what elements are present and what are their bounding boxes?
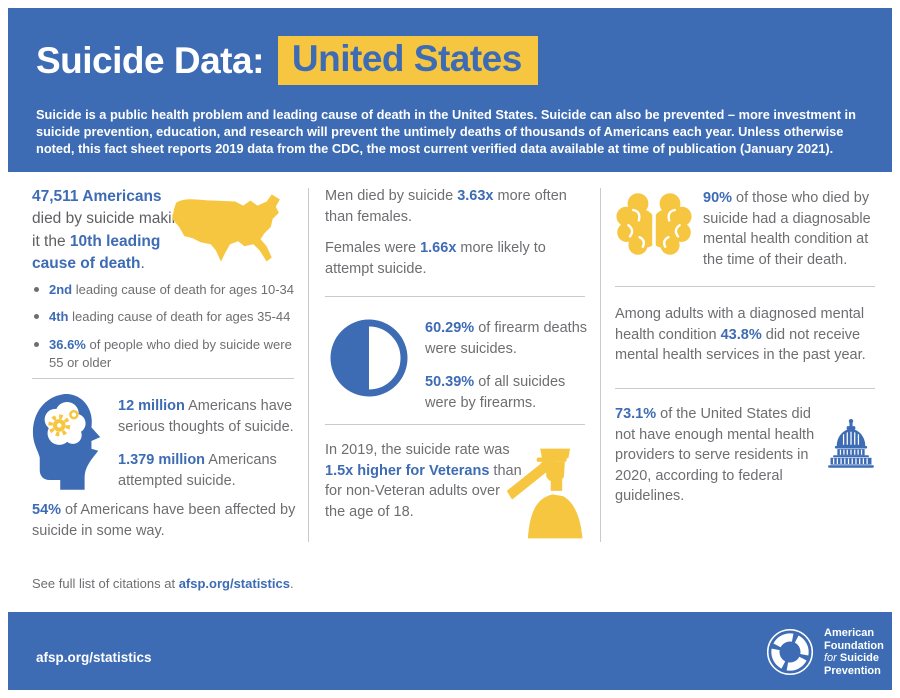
age-bullet-list: 2nd leading cause of death for ages 10-3…: [32, 281, 304, 382]
stat-serious-thoughts: 12 million Americans have serious though…: [118, 398, 294, 435]
stat-affected: 54% of Americans have been affected by s…: [32, 502, 296, 539]
bullet-dot-icon: [34, 341, 39, 347]
stat-female-attempts: Females were 1.66x more likely to attemp…: [325, 240, 546, 277]
intro-paragraph: Suicide is a public health problem and l…: [36, 107, 856, 156]
column-divider-left: [308, 188, 309, 542]
stat-suicides-by-firearm: 50.39% of all suicides were by firearms.: [425, 374, 566, 411]
citation-line: See full list of citations at afsp.org/s…: [32, 576, 294, 591]
us-capitol-icon: [828, 419, 874, 468]
list-item: 36.6% of people who died by suicide were…: [32, 336, 304, 373]
section-divider: [32, 378, 294, 379]
list-item: 4th leading cause of death for ages 35-4…: [32, 308, 304, 326]
afsp-logo: American Foundation for Suicide Preventi…: [766, 627, 884, 677]
us-map-icon: [172, 194, 280, 262]
footer-url-link[interactable]: afsp.org/statistics: [36, 650, 152, 665]
page-title: Suicide Data: United States: [36, 36, 538, 85]
section-divider: [615, 388, 875, 389]
stat-no-services: Among adults with a diagnosed mental hea…: [615, 306, 866, 364]
header-banner: Suicide Data: United States Suicide is a…: [8, 8, 892, 172]
section-divider: [325, 424, 585, 425]
stat-veterans: In 2019, the suicide rate was 1.5x highe…: [325, 442, 522, 520]
head-brain-gear-icon: [32, 394, 101, 490]
section-divider: [325, 296, 585, 297]
life-ring-icon: [766, 628, 814, 676]
stat-attempts: 1.379 million Americans attempted suicid…: [118, 452, 277, 489]
citation-link[interactable]: afsp.org/statistics: [178, 576, 290, 591]
stat-deaths: 47,511 Americans died by suicide making …: [32, 188, 189, 273]
title-highlight: United States: [277, 36, 538, 85]
stat-deaths-number: 47,511 Americans: [32, 188, 162, 205]
title-prefix: Suicide Data:: [36, 39, 264, 81]
half-pie-chart-icon: [330, 319, 408, 397]
bullet-dot-icon: [34, 314, 39, 320]
section-divider: [615, 286, 875, 287]
stat-men-rate: Men died by suicide 3.63x more often tha…: [325, 188, 567, 225]
column-divider-right: [600, 188, 601, 542]
bullet-dot-icon: [34, 287, 39, 292]
brain-icon: [616, 191, 692, 259]
stat-provider-shortage: 73.1% of the United States did not have …: [615, 406, 815, 505]
afsp-logo-text: American Foundation for Suicide Preventi…: [824, 627, 884, 677]
footer-bar: afsp.org/statistics American Foundation …: [8, 612, 892, 690]
list-item: 2nd leading cause of death for ages 10-3…: [32, 281, 304, 299]
saluting-soldier-icon: [506, 448, 583, 539]
stat-deaths-rank: 10th leading cause of death: [32, 232, 161, 273]
stat-mental-health-condition: 90% of those who died by suicide had a d…: [703, 190, 871, 268]
stat-firearm-deaths: 60.29% of firearm deaths were suicides.: [425, 320, 588, 357]
